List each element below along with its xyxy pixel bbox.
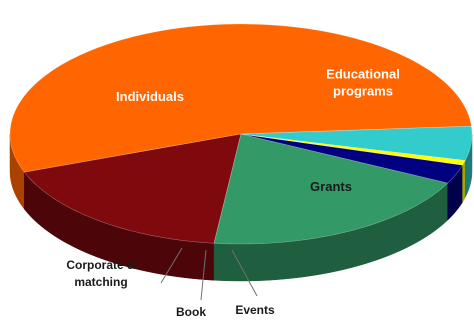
pie-slices [9, 23, 473, 245]
pie-slice-events [240, 133, 464, 184]
pie-label-educational-programs: Educational programs [326, 67, 400, 99]
pie-slice-grants [213, 133, 449, 245]
pie-label-book: Book [176, 305, 206, 319]
pie-side-book [462, 160, 466, 203]
pie-slice-corporate-and-matching [240, 125, 473, 161]
leader-line-events [231, 249, 258, 297]
pie-labels: Individuals Educational programs Grants Even… [66, 67, 400, 320]
pie-side-walls [9, 133, 473, 282]
pie-label-grants: Grants [310, 179, 352, 194]
pie-label-corporate-and-matching: Corporate & matching [66, 258, 136, 289]
pie-slice-educational-programs [23, 133, 242, 244]
leader-line-corporate-and-matching [160, 247, 183, 284]
pie-slice-individuals [9, 23, 472, 173]
leader-line-book [200, 249, 207, 301]
pie-label-events: Events [235, 303, 275, 317]
pie-label-individuals: Individuals [116, 89, 184, 104]
